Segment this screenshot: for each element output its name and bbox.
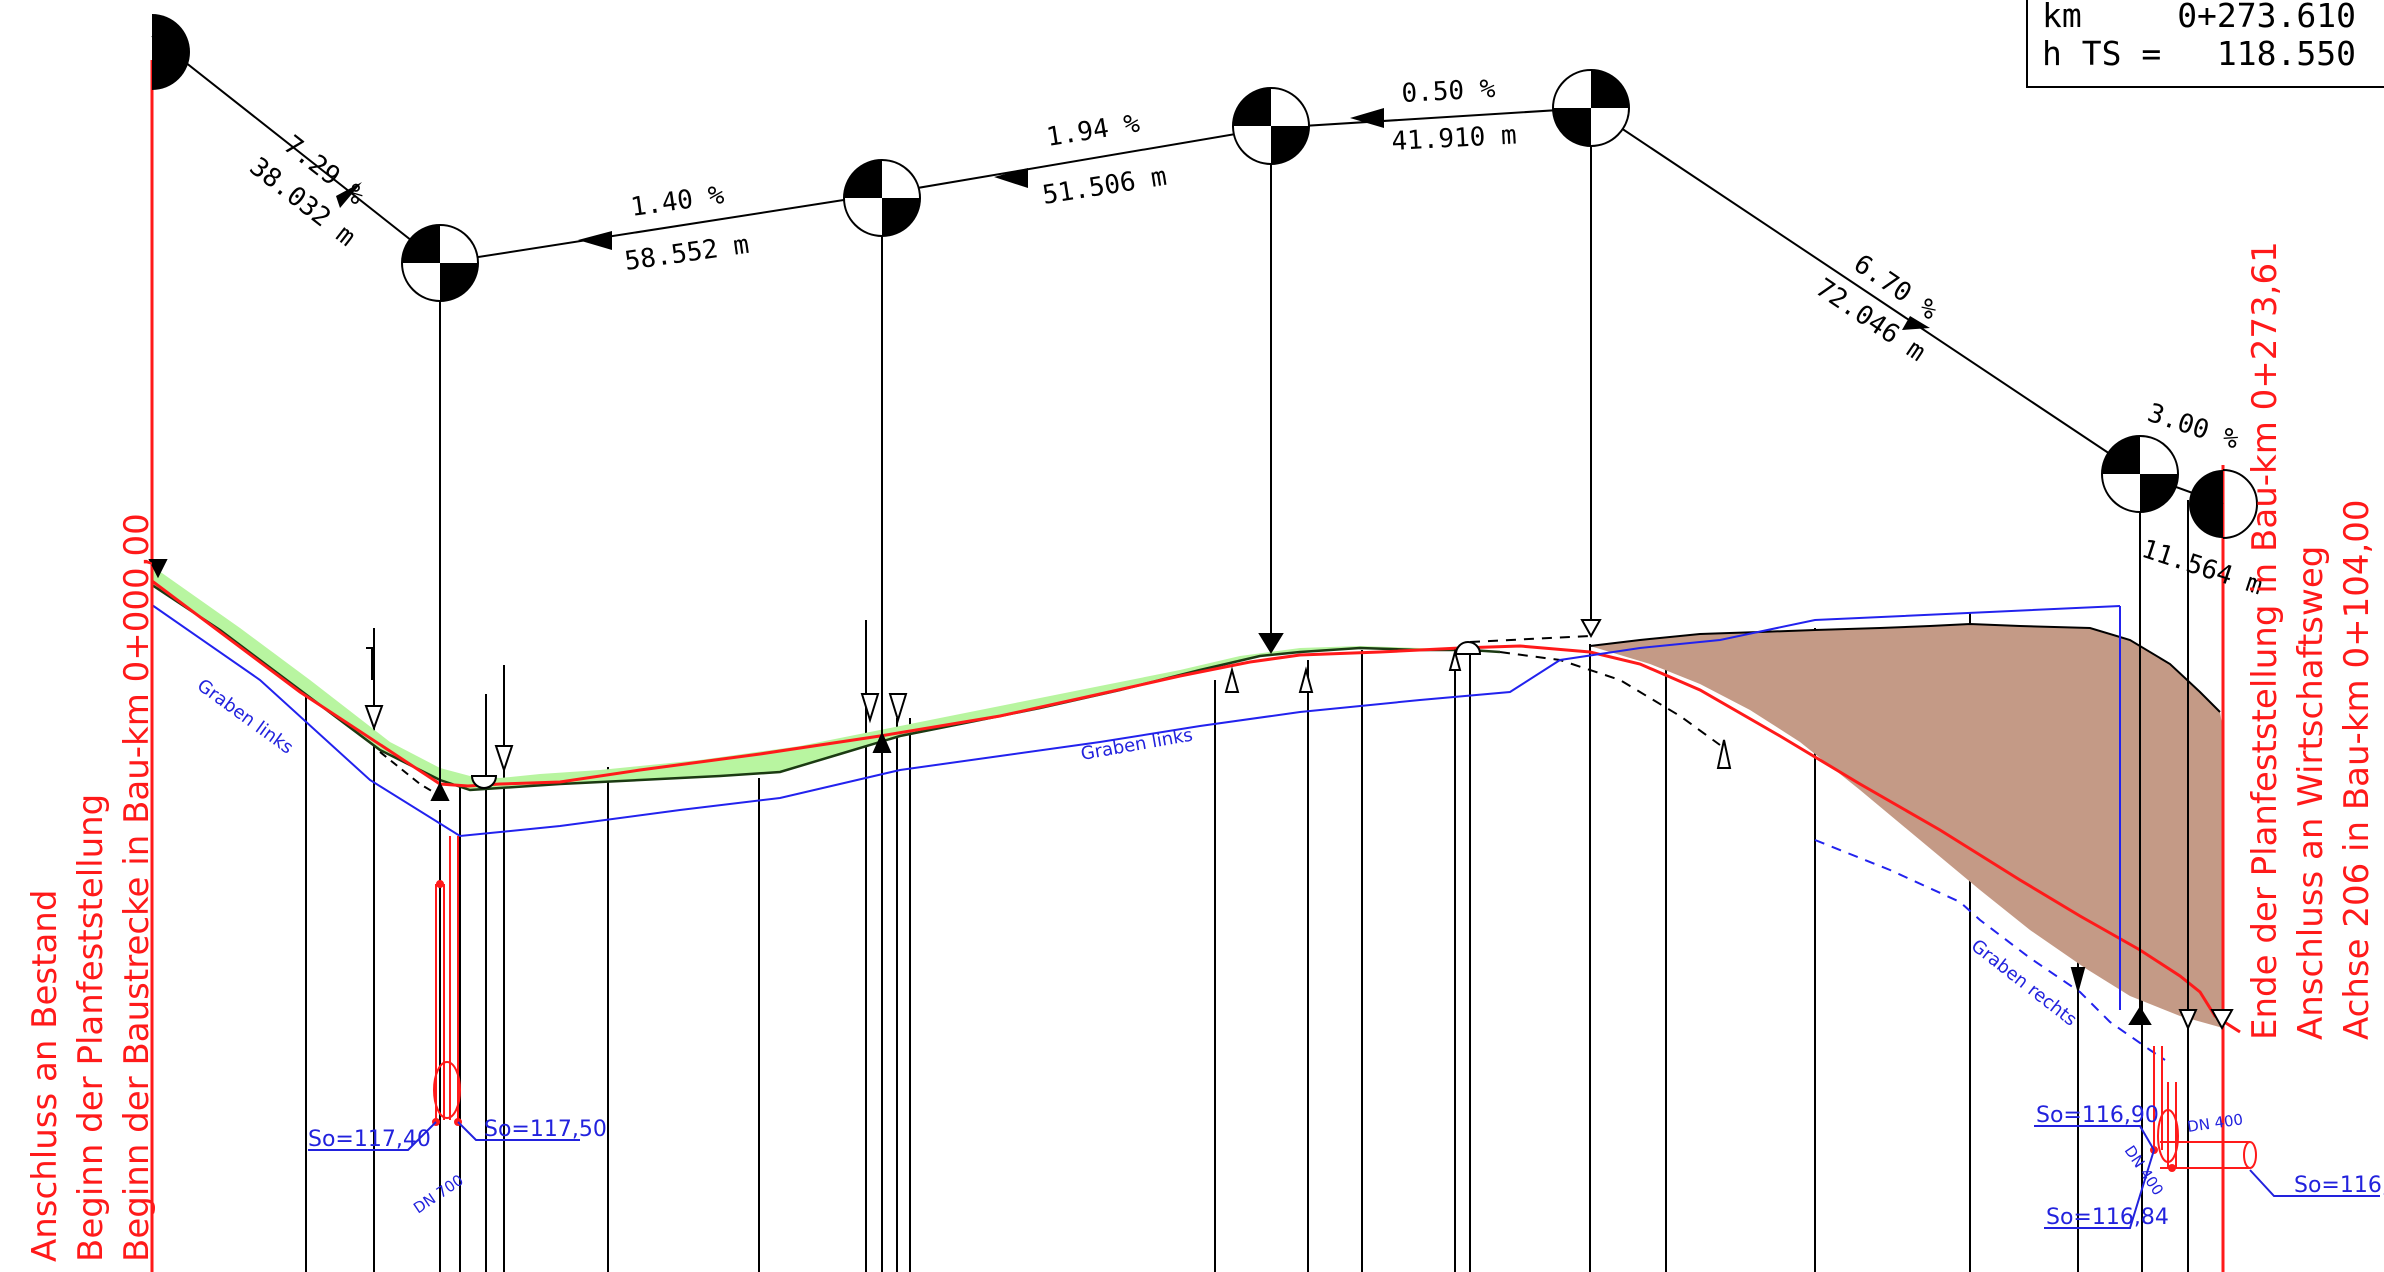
grade-length-4: 41.910 m (1391, 120, 1518, 157)
culvert-leaders (308, 1121, 2380, 1229)
ditch-left-label-1: Graben links (193, 675, 297, 759)
profile-markers (148, 559, 2234, 1031)
ditch-left-line (151, 604, 2121, 838)
km-label: km (2042, 0, 2082, 35)
grade-percent-4: 0.50 % (1401, 74, 1497, 109)
end-annotation-line-2: Anschluss an Wirtschaftsweg (2291, 546, 2331, 1040)
culvert-right (2150, 1046, 2257, 1172)
half-circle-marker-2 (470, 775, 498, 789)
culvert-left-so-1: So=117,40 (308, 1127, 431, 1152)
design-profile-line (151, 579, 2241, 1034)
end-annotation-line-1: Ende der Planfeststellung in Bau-km 0+27… (2245, 241, 2285, 1040)
grade-arrows (336, 108, 1930, 330)
grade-circle-6 (2101, 435, 2179, 513)
grade-circle-1 (152, 14, 190, 90)
cut-area (1590, 624, 2223, 1028)
grade-length-2: 58.552 m (623, 230, 751, 277)
half-circle-marker-1 (1454, 641, 1482, 655)
grade-percent-2: 1.40 % (629, 180, 727, 223)
culvert-left (432, 836, 462, 1126)
culvert-right-so-1: So=116,90 (2036, 1103, 2159, 1128)
grade-circle-5 (1552, 69, 1630, 147)
tangent-verticals (439, 108, 2189, 1032)
hts-label: h TS = (2042, 34, 2162, 73)
marker-tick (366, 647, 373, 680)
culvert-right-so-2: So=116,84 (2046, 1205, 2169, 1230)
grade-circle-4 (1232, 87, 1310, 165)
culvert-left-dn: DN 700 (410, 1171, 467, 1217)
grade-circle-7 (2189, 469, 2258, 539)
start-annotation-line-1: Anschluss an Bestand (25, 890, 65, 1262)
culvert-right-dn-1: DN 400 (2186, 1110, 2244, 1136)
existing-ground-left (151, 583, 1501, 792)
fill-area-left (152, 566, 1500, 790)
start-annotation-line-2: Beginn der Planfeststellung (71, 794, 111, 1262)
grade-length-3: 51.506 m (1040, 162, 1168, 211)
end-annotation-line-3: Achse 206 in Bau-km 0+104,00 (2337, 499, 2377, 1040)
grade-circle-3 (843, 159, 921, 237)
ditch-left-label-2: Graben links (1079, 725, 1194, 765)
culvert-left-so-2: So=117,50 (484, 1117, 607, 1142)
existing-ground-dashed-left (379, 751, 441, 797)
culvert-right-so-3: So=116,78 (2294, 1173, 2384, 1198)
ditch-right-line (1814, 839, 2166, 1061)
existing-ground-right (1589, 622, 2221, 713)
start-annotation-line-3: Beginn der Baustrecke in Bau-km 0+000,00 (117, 513, 157, 1262)
existing-ground-dashed (1469, 635, 1721, 746)
grade-percent-3: 1.94 % (1044, 109, 1142, 153)
station-info-box: km 0+273.610 h TS = 118.550 (2026, 0, 2384, 88)
hts-value: 118.550 (2216, 34, 2356, 73)
km-value: 0+273.610 (2177, 0, 2356, 35)
grade-circle-2 (401, 224, 479, 302)
